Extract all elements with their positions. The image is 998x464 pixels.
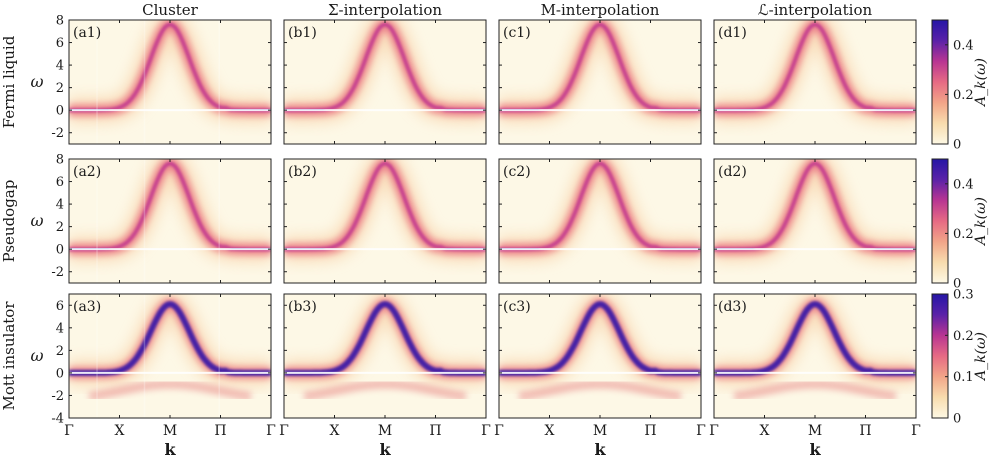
y-tick-label: 8 xyxy=(56,153,64,168)
x-tick-label: Π xyxy=(859,423,871,439)
row-label: Fermi liquid xyxy=(0,35,18,128)
y-tick-label: 6 xyxy=(56,175,64,190)
y-tick-label: 4 xyxy=(56,321,64,336)
column-title: Σ-interpolation xyxy=(328,1,442,19)
colorbar-label: A_k(ω) xyxy=(973,58,989,108)
panel-d2: (d2) xyxy=(713,158,917,284)
colorbar-tick-label: 0 xyxy=(953,277,961,292)
x-tick-label: X xyxy=(330,423,340,439)
colorbar-tick-label: 0.2 xyxy=(953,329,974,344)
colorbar-tick-label: 0.1 xyxy=(953,370,974,385)
colorbar: 0 0.1 0.2 0.3 A_k(ω) xyxy=(931,288,989,427)
panel-b3: (b3) Γ X M Π Γk xyxy=(279,293,491,459)
panel-d1: (d1) ℒ-interpolation xyxy=(713,1,917,145)
colorbar-label: A_k(ω) xyxy=(973,332,989,382)
x-tick-label: M xyxy=(593,423,607,439)
y-tick-label: 2 xyxy=(56,81,64,96)
panel-label: (c2) xyxy=(503,164,531,180)
y-axis-label: ω xyxy=(30,211,43,230)
row-label: Pseudogap xyxy=(0,180,18,263)
y-tick-label: -2 xyxy=(51,265,64,280)
y-tick-label: 6 xyxy=(56,36,64,51)
x-tick-label: Γ xyxy=(709,423,719,439)
x-tick-label: Γ xyxy=(494,423,504,439)
colorbar-tick-label: 0.2 xyxy=(953,227,974,242)
x-axis-label: k xyxy=(809,440,821,459)
colorbars: 0 0.2 0.4 A_k(ω) 0 0.2 0.4 A_k(ω) 0 0.1 0.2 0.3 A_k(… xyxy=(931,19,989,427)
x-tick-label: Π xyxy=(429,423,441,439)
x-tick-label: Π xyxy=(644,423,656,439)
colorbar-tick-label: 0.4 xyxy=(953,177,974,192)
colorbar-tick-label: 0.2 xyxy=(953,88,974,103)
y-tick-label: 0 xyxy=(56,243,64,258)
y-axis-label: ω xyxy=(30,346,43,365)
colorbar: 0 0.2 0.4 A_k(ω) xyxy=(931,19,989,153)
x-tick-label: Γ xyxy=(279,423,289,439)
x-tick-label: Γ xyxy=(696,423,706,439)
panel-label: (a3) xyxy=(73,299,101,315)
x-tick-label: Π xyxy=(214,423,226,439)
panel-b2: (b2) xyxy=(283,158,487,284)
panel-label: (b2) xyxy=(288,164,317,180)
y-tick-label: 2 xyxy=(56,344,64,359)
panel-a2: (a2) -2 0 2 4 6 8 ω xyxy=(30,153,272,284)
panel-c3: (c3) Γ X M Π Γk xyxy=(494,293,706,459)
row-label: Mott insulator xyxy=(0,301,18,411)
x-tick-label: X xyxy=(545,423,555,439)
y-tick-label: 2 xyxy=(56,220,64,235)
panel-c1: (c1) M-interpolation xyxy=(498,1,702,145)
x-tick-label: Γ xyxy=(64,423,74,439)
colorbar-label: A_k(ω) xyxy=(973,197,989,247)
panel-grid: (a1) -2 0 2 4 6 8 ω Cluster (b1) Σ-interpolation (c… xyxy=(30,1,921,459)
x-tick-label: X xyxy=(760,423,770,439)
x-tick-label: X xyxy=(115,423,125,439)
x-tick-label: M xyxy=(163,423,177,439)
panel-b1: (b1) Σ-interpolation xyxy=(283,1,487,145)
column-title: M-interpolation xyxy=(541,1,660,19)
colorbar-tick-label: 0.4 xyxy=(953,38,974,53)
panel-label: (b1) xyxy=(288,25,317,41)
y-axis-label: ω xyxy=(30,72,43,91)
x-axis-label: k xyxy=(594,440,606,459)
panel-label: (c1) xyxy=(503,25,531,41)
colorbar-tick-label: 0 xyxy=(953,138,961,153)
panel-label: (a2) xyxy=(73,164,101,180)
x-tick-label: M xyxy=(808,423,822,439)
panel-label: (d1) xyxy=(718,25,747,41)
panel-a3: (a3) -4 -2 0 2 4 6 ω Γ X M Π Γk xyxy=(30,293,276,459)
x-tick-label: Γ xyxy=(266,423,276,439)
colorbar-tick-label: 0 xyxy=(953,412,961,427)
y-tick-label: -2 xyxy=(51,389,64,404)
x-tick-label: Γ xyxy=(481,423,491,439)
panel-c2: (c2) xyxy=(498,158,702,284)
y-tick-label: -2 xyxy=(51,126,64,141)
y-tick-label: 4 xyxy=(56,59,64,74)
y-tick-label: 0 xyxy=(56,104,64,119)
y-tick-label: 0 xyxy=(56,366,64,381)
x-axis-label: k xyxy=(379,440,391,459)
panel-d3: (d3) Γ X M Π Γk xyxy=(709,293,921,459)
column-title: Cluster xyxy=(142,1,199,19)
colorbar-tick-label: 0.3 xyxy=(953,288,974,303)
panel-label: (d2) xyxy=(718,164,747,180)
figure-labels: Fermi liquid Pseudogap Mott insulator xyxy=(0,35,18,410)
x-axis-label: k xyxy=(164,440,176,459)
y-tick-label: -4 xyxy=(51,412,64,427)
y-tick-label: 4 xyxy=(56,198,64,213)
panel-label: (b3) xyxy=(288,299,317,315)
y-tick-label: 8 xyxy=(56,14,64,29)
colorbar: 0 0.2 0.4 A_k(ω) xyxy=(931,158,989,292)
panel-a1: (a1) -2 0 2 4 6 8 ω Cluster xyxy=(30,1,272,145)
y-tick-label: 6 xyxy=(56,299,64,314)
panel-label: (d3) xyxy=(718,299,747,315)
panel-label: (a1) xyxy=(73,25,101,41)
column-title: ℒ-interpolation xyxy=(758,1,873,19)
panel-label: (c3) xyxy=(503,299,531,315)
x-tick-label: Γ xyxy=(911,423,921,439)
x-tick-label: M xyxy=(378,423,392,439)
